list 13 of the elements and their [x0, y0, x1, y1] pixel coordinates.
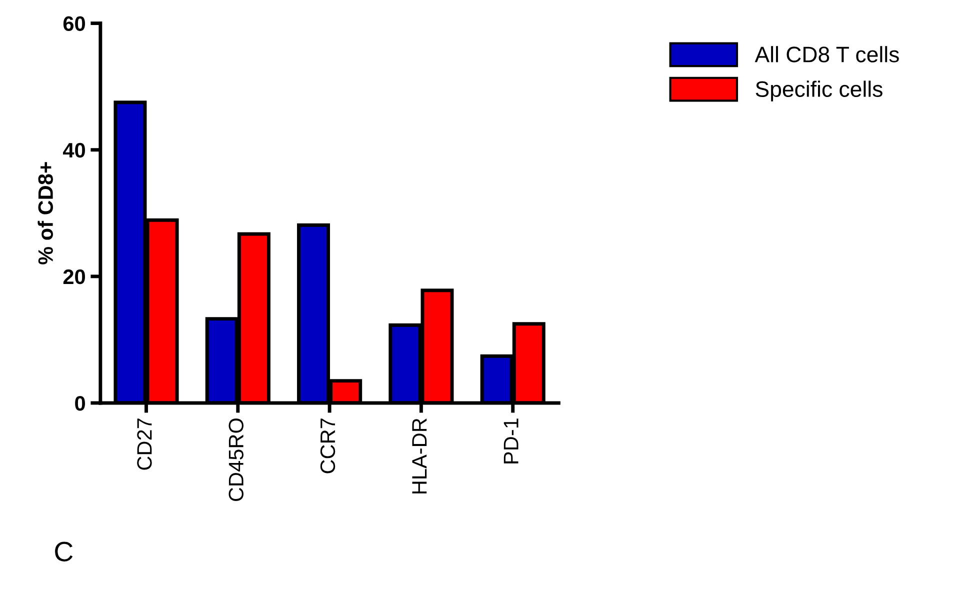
x-tick-label: HLA-DR	[412, 418, 427, 494]
legend-label: All CD8 T cells	[754, 46, 899, 62]
y-tick-label: 0	[75, 396, 85, 411]
legend-label: Specific cells	[756, 80, 882, 102]
y-axis-title: % of CD8+	[38, 162, 53, 264]
y-tick-label: 40	[62, 142, 85, 158]
x-tick-label: CD45RO	[228, 418, 244, 502]
x-tick-label: CCR7	[320, 418, 336, 474]
y-tick-label: 60	[63, 16, 85, 32]
text: C	[55, 542, 73, 562]
x-tick-label: CD27	[137, 418, 152, 470]
y-tick-label: 20	[63, 269, 85, 284]
x-tick-label: PD-1	[504, 418, 518, 464]
